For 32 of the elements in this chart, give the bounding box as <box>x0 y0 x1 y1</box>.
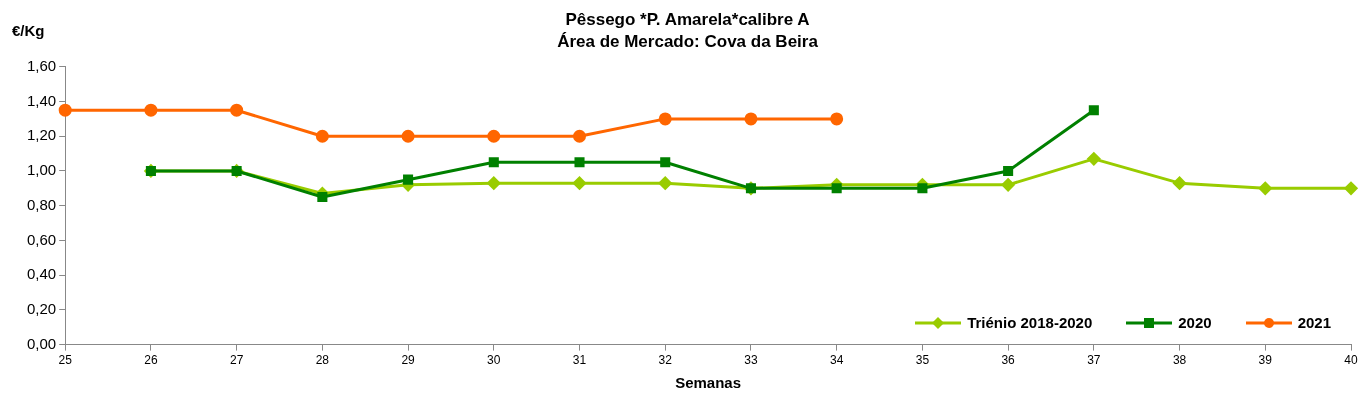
x-tick-label: 34 <box>830 353 844 368</box>
x-tick-label: 25 <box>58 353 73 368</box>
y-tick-label: 0,20 <box>26 300 57 318</box>
x-tick-label: 35 <box>915 353 930 368</box>
x-tick-label: 37 <box>1087 353 1101 368</box>
legend-label: 2021 <box>1297 314 1331 331</box>
y-tick-label: 0,40 <box>26 265 57 283</box>
y-tick-label: 1,00 <box>26 161 57 179</box>
chart-title: Pêssego *P. Amarela*calibre A <box>565 9 810 29</box>
y-tick-label: 0,60 <box>26 230 57 248</box>
x-tick-label: 27 <box>229 353 244 368</box>
y-tick-label: 0,80 <box>26 195 57 213</box>
x-tick-label: 30 <box>487 353 501 368</box>
legend-label: Triénio 2018-2020 <box>967 314 1093 331</box>
x-tick-label: 28 <box>315 353 330 368</box>
y-axis-title: €/Kg <box>12 22 45 40</box>
x-tick-label: 26 <box>144 353 158 368</box>
x-tick-label: 33 <box>744 353 758 368</box>
chart-subtitle: Área de Mercado: Cova da Beira <box>557 32 819 52</box>
x-tick-label: 32 <box>658 353 673 368</box>
y-tick-label: 1,60 <box>26 56 57 74</box>
x-tick-label: 29 <box>401 353 416 368</box>
y-tick-label: 1,40 <box>26 91 57 109</box>
x-tick-label: 40 <box>1344 353 1358 368</box>
x-axis-title: Semanas <box>675 374 742 392</box>
x-tick-label: 36 <box>1001 353 1016 368</box>
x-tick-label: 39 <box>1258 353 1273 368</box>
y-tick-label: 1,20 <box>26 126 57 144</box>
x-tick-label: 31 <box>572 353 587 368</box>
legend-label: 2020 <box>1178 314 1212 331</box>
x-tick-label: 38 <box>1172 353 1187 368</box>
y-tick-label: 0,00 <box>26 334 57 352</box>
